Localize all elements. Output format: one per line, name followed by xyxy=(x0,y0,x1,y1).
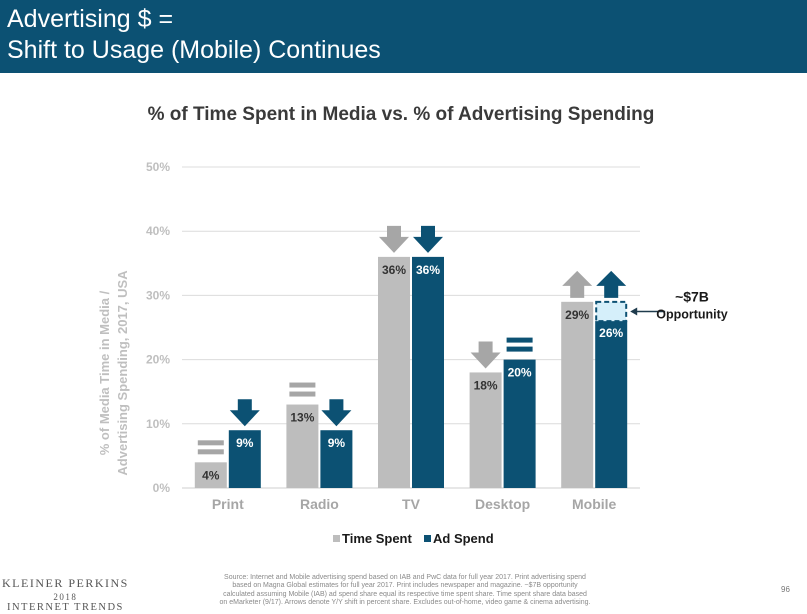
ad-spend-value-label: 9% xyxy=(328,436,346,450)
legend-label: Time Spent xyxy=(342,531,413,546)
legend-swatch xyxy=(424,535,431,542)
time-spent-bar xyxy=(286,404,319,488)
ad-spend-value-label: 36% xyxy=(416,263,440,277)
down-arrow-icon xyxy=(379,225,409,253)
source-line: Source: Internet and Mobile advertising … xyxy=(224,574,586,581)
x-tick-labels: Print Radio TV Desktop Mobile xyxy=(212,496,617,512)
ad-spend-bar xyxy=(228,430,261,488)
opportunity-gap-box xyxy=(595,300,628,323)
chart: % of Time Spent in Media vs. % of Advert… xyxy=(97,104,728,546)
y-axis-title-line: % of Media Time in Media / xyxy=(97,290,112,455)
bars xyxy=(194,256,628,488)
time-spent-bar xyxy=(469,372,502,488)
time-spent-bar xyxy=(378,256,410,488)
flat-bar-icon xyxy=(289,382,316,388)
data-labels: 4% 9% 13% 9% 36% 36% 18% 20% 29% 26% xyxy=(202,263,623,482)
page-number: 96 xyxy=(781,585,790,594)
y-axis-label: % of Media Time in Media / Advertising Sp… xyxy=(97,270,130,476)
x-tick-label: Desktop xyxy=(475,496,530,512)
source-note: Source: Internet and Mobile advertising … xyxy=(185,574,625,608)
flat-bar-icon xyxy=(506,346,533,352)
time-spent-bar xyxy=(194,462,227,488)
ad-spend-bar xyxy=(503,359,536,488)
down-arrow-icon xyxy=(413,225,443,253)
annotation-label: Opportunity xyxy=(656,307,728,321)
time-spent-value-label: 29% xyxy=(565,308,589,322)
x-tick-label: Radio xyxy=(300,496,339,512)
y-axis-title: % of Media Time in Media / Advertising Sp… xyxy=(97,270,130,476)
x-tick-label: Mobile xyxy=(572,496,617,512)
slide-title-line-1: Advertising $ = xyxy=(7,5,174,33)
time-spent-value-label: 13% xyxy=(290,411,314,425)
up-arrow-icon xyxy=(596,270,627,298)
annotation-amount: ~$7B xyxy=(675,288,709,304)
time-spent-value-label: 36% xyxy=(382,263,406,277)
annotation-pointer-head xyxy=(630,307,638,316)
down-arrow-icon xyxy=(321,399,352,427)
time-spent-bar xyxy=(561,301,594,488)
up-arrow-icon xyxy=(562,270,593,298)
y-tick-label: 50% xyxy=(146,160,170,174)
down-arrow-icon xyxy=(229,399,260,427)
ad-spend-value-label: 26% xyxy=(599,326,623,340)
legend-label: Ad Spend xyxy=(433,531,494,546)
source-line: based on Magna Global estimates for full… xyxy=(232,582,578,590)
kpcb-logo: KLEINER PERKINS 2018 INTERNET TRENDS xyxy=(2,576,129,613)
x-tick-label: Print xyxy=(212,496,244,512)
logo-event: INTERNET TRENDS xyxy=(6,602,124,613)
source-line: on eMarketer (9/17). Arrows denote Y/Y s… xyxy=(219,599,591,607)
y-tick-label: 30% xyxy=(146,288,170,302)
flat-bar-icon xyxy=(289,391,316,397)
flat-bar-icon xyxy=(506,337,533,343)
logo-year: 2018 xyxy=(53,592,78,602)
opportunity-annotation: ~$7B Opportunity xyxy=(630,288,728,321)
y-axis-title-line: Advertising Spending, 2017, USA xyxy=(115,270,130,476)
legend-swatch xyxy=(333,535,340,542)
logo-name: KLEINER PERKINS xyxy=(2,576,129,590)
slide-title-line-2: Shift to Usage (Mobile) Continues xyxy=(7,36,381,64)
gridlines: 0% 10% 20% 30% 40% 50% xyxy=(146,160,640,495)
legend: Time Spent Ad Spend xyxy=(333,531,494,546)
time-spent-value-label: 4% xyxy=(202,468,220,482)
y-tick-label: 10% xyxy=(146,417,170,431)
x-tick-label: TV xyxy=(402,496,421,512)
y-tick-label: 40% xyxy=(146,224,170,238)
y-tick-label: 0% xyxy=(153,481,171,495)
shift-arrows xyxy=(197,225,627,455)
flat-bar-icon xyxy=(197,440,224,446)
ad-spend-bar xyxy=(595,321,628,488)
y-tick-label: 20% xyxy=(146,353,170,367)
ad-spend-bar xyxy=(412,256,444,488)
flat-bar-icon xyxy=(197,449,224,455)
source-line: calculated assuming Mobile (IAB) ad spen… xyxy=(223,590,587,598)
slide-header: Advertising $ = Shift to Usage (Mobile) … xyxy=(0,0,807,73)
time-spent-value-label: 18% xyxy=(474,378,498,392)
down-arrow-icon xyxy=(470,341,501,369)
ad-spend-value-label: 20% xyxy=(508,366,532,380)
chart-title: % of Time Spent in Media vs. % of Advert… xyxy=(148,104,655,125)
ad-spend-bar xyxy=(320,430,353,488)
ad-spend-value-label: 9% xyxy=(236,436,254,450)
